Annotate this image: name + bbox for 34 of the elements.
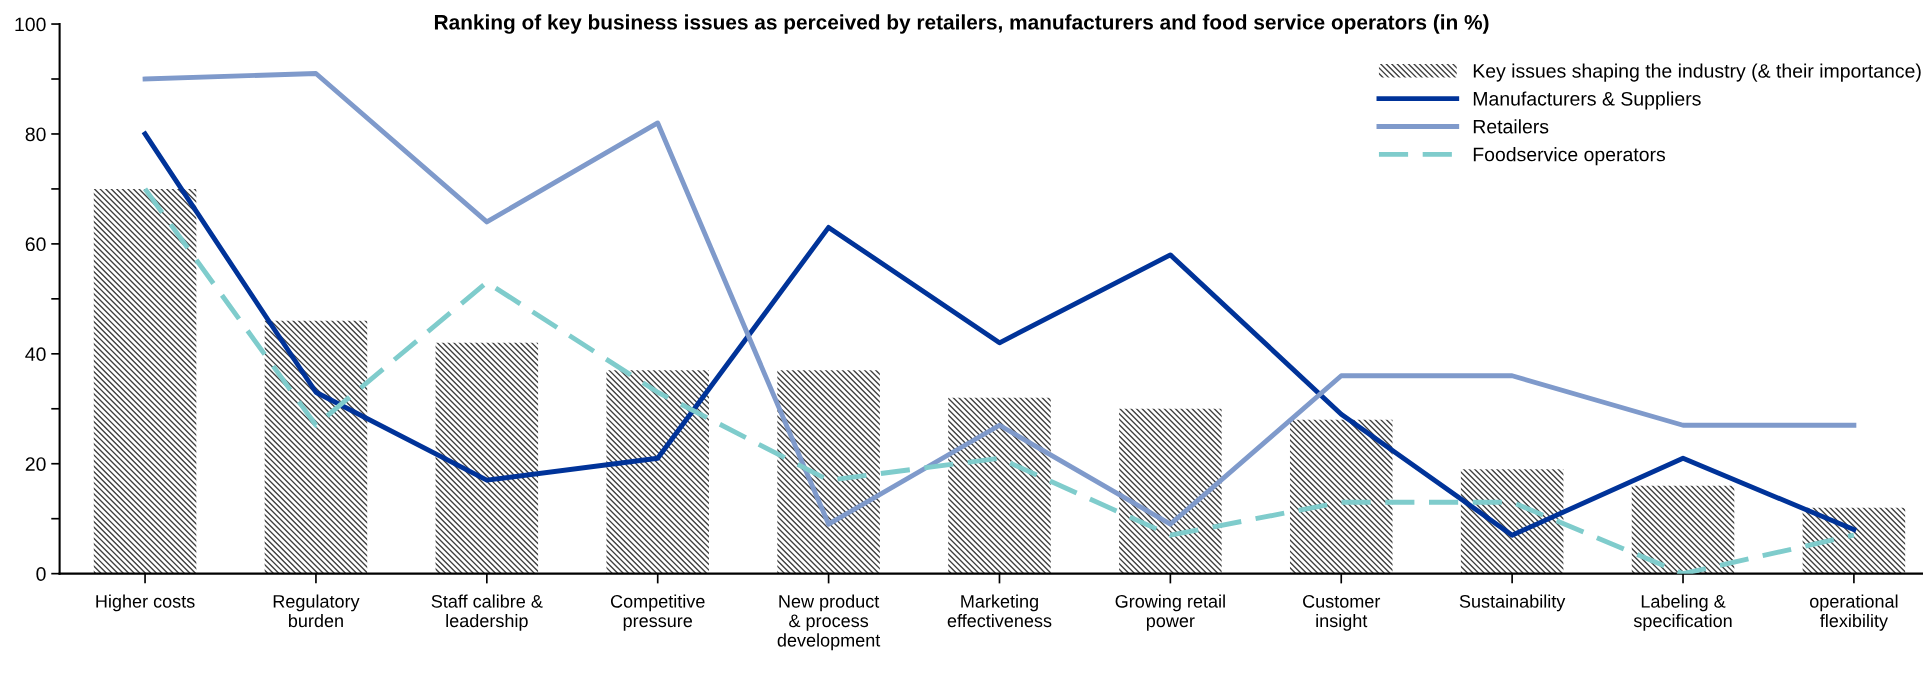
bar [948,397,1051,574]
y-tick-label: 0 [36,567,46,581]
x-tick-label: Growing retail power [1115,594,1225,631]
bar [1802,507,1906,574]
x-tick-label: Staff calibre & leadership [431,594,543,631]
legend-label: Retailers [1473,119,1549,134]
bar [264,320,368,574]
legend-label: Foodservice operators [1473,147,1666,166]
x-tick-label: Labeling & specification [1633,594,1732,631]
y-tick-label: 20 [25,457,46,471]
bar [93,188,197,574]
line-series [142,186,1857,574]
x-tick-label: Higher costs [96,594,195,612]
x-tick-label: Regulatory burden [273,594,360,628]
x-tick-label: Sustainability [1459,594,1566,612]
bar [1119,408,1222,574]
bar [777,370,880,574]
x-tick-label: Competitive pressure [610,594,705,631]
x-tick-label: Marketing effectiveness [947,594,1052,628]
x-tick-label: New product & process development [777,594,881,651]
chart-title: Ranking of key business issues as perceived by retailers, manufacturers and food service operators (in %) [434,14,1489,34]
y-tick-label: 80 [25,127,46,142]
legend-label: Key issues shaping the industry (& their importance) [1473,63,1921,82]
x-tick-label: operational flexibility [1809,594,1898,631]
legend-label: Manufacturers & Suppliers [1473,91,1701,110]
bar [1460,469,1564,574]
y-tick-label: 40 [25,347,46,362]
x-tick-label: Customer insight [1303,594,1381,631]
bar [1631,485,1735,574]
bar [435,342,539,574]
y-tick-label: 100 [15,17,46,32]
y-tick-label: 60 [25,237,46,252]
bar [606,370,709,574]
bar [1289,419,1393,574]
